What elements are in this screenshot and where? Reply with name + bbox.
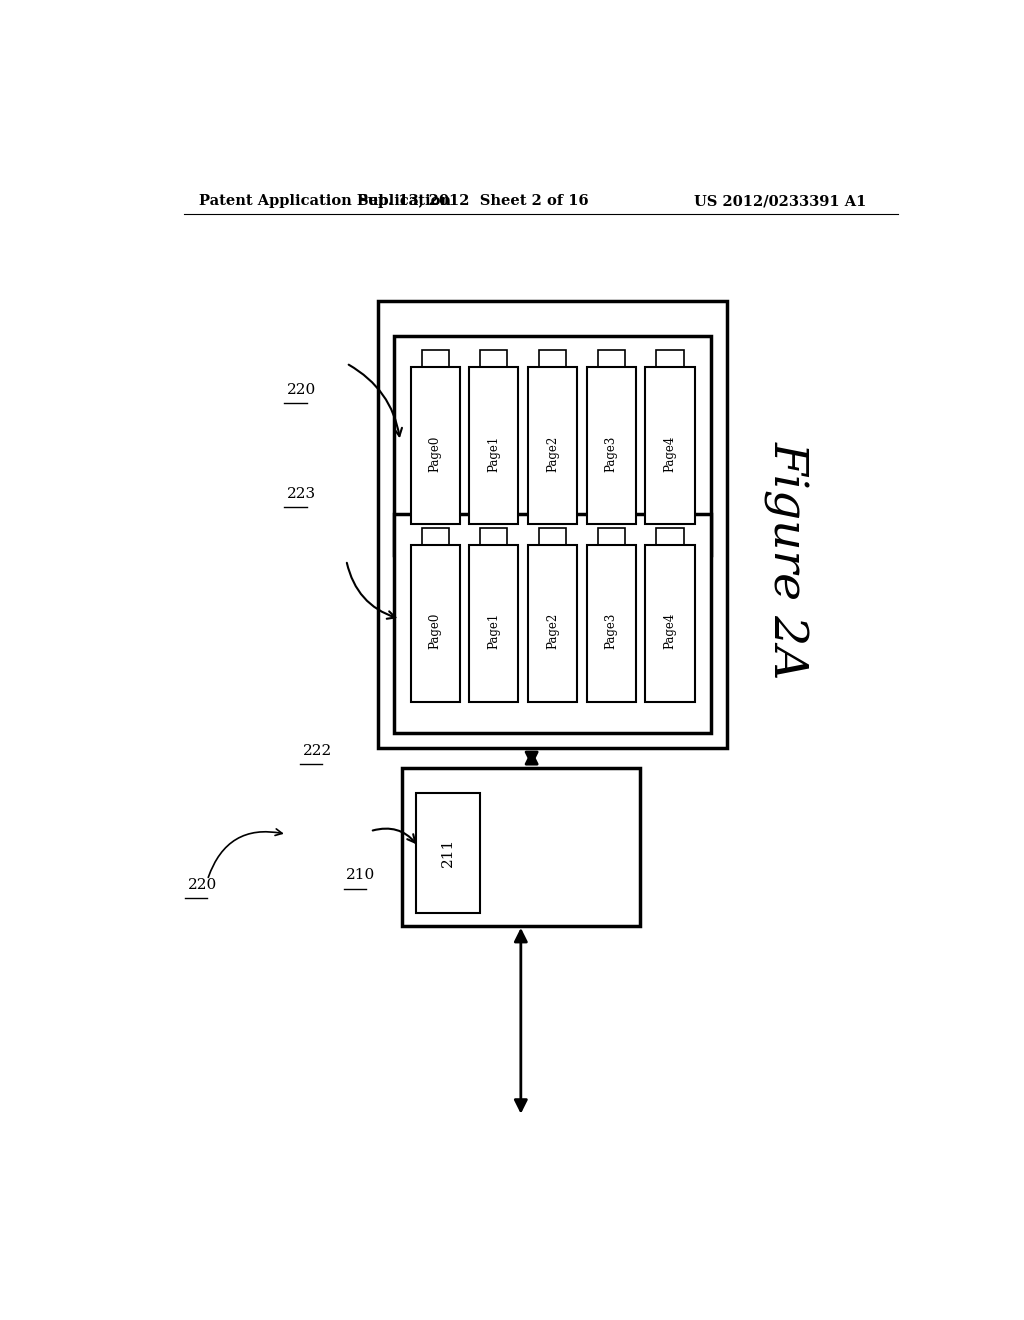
- Bar: [645, 545, 694, 702]
- Bar: [598, 350, 625, 368]
- Bar: [656, 350, 684, 368]
- Text: Page3: Page3: [605, 436, 617, 471]
- Text: Page3: Page3: [605, 612, 617, 649]
- Text: 223: 223: [287, 487, 315, 500]
- Text: Sep. 13, 2012  Sheet 2 of 16: Sep. 13, 2012 Sheet 2 of 16: [358, 194, 589, 209]
- Text: Page1: Page1: [487, 436, 501, 471]
- Text: Page4: Page4: [664, 612, 677, 649]
- Text: Page0: Page0: [429, 612, 441, 649]
- Bar: [587, 545, 636, 702]
- Bar: [528, 545, 578, 702]
- Bar: [469, 367, 518, 524]
- Text: Page0: Page0: [429, 436, 441, 471]
- Bar: [480, 350, 507, 368]
- Text: 220: 220: [287, 383, 316, 397]
- Bar: [645, 367, 694, 524]
- Text: Page1: Page1: [487, 614, 501, 649]
- Bar: [378, 301, 727, 748]
- Bar: [469, 545, 518, 702]
- Bar: [656, 528, 684, 546]
- Bar: [539, 350, 566, 368]
- Text: Page2: Page2: [546, 614, 559, 649]
- Bar: [394, 337, 712, 554]
- Bar: [422, 528, 449, 546]
- Bar: [401, 768, 640, 925]
- Text: Page2: Page2: [546, 436, 559, 471]
- Text: Page4: Page4: [664, 436, 677, 471]
- Text: 211: 211: [440, 838, 455, 867]
- Text: 220: 220: [187, 878, 217, 892]
- Bar: [394, 515, 712, 733]
- Text: Patent Application Publication: Patent Application Publication: [200, 194, 452, 209]
- Bar: [587, 367, 636, 524]
- Bar: [480, 528, 507, 546]
- Bar: [411, 545, 460, 702]
- Text: US 2012/0233391 A1: US 2012/0233391 A1: [693, 194, 866, 209]
- Bar: [411, 367, 460, 524]
- Text: 222: 222: [303, 744, 332, 758]
- Bar: [598, 528, 625, 546]
- Bar: [416, 792, 479, 912]
- Bar: [528, 367, 578, 524]
- Bar: [422, 350, 449, 368]
- Text: 210: 210: [346, 869, 376, 882]
- Text: Figure 2A: Figure 2A: [764, 441, 809, 678]
- Bar: [539, 528, 566, 546]
